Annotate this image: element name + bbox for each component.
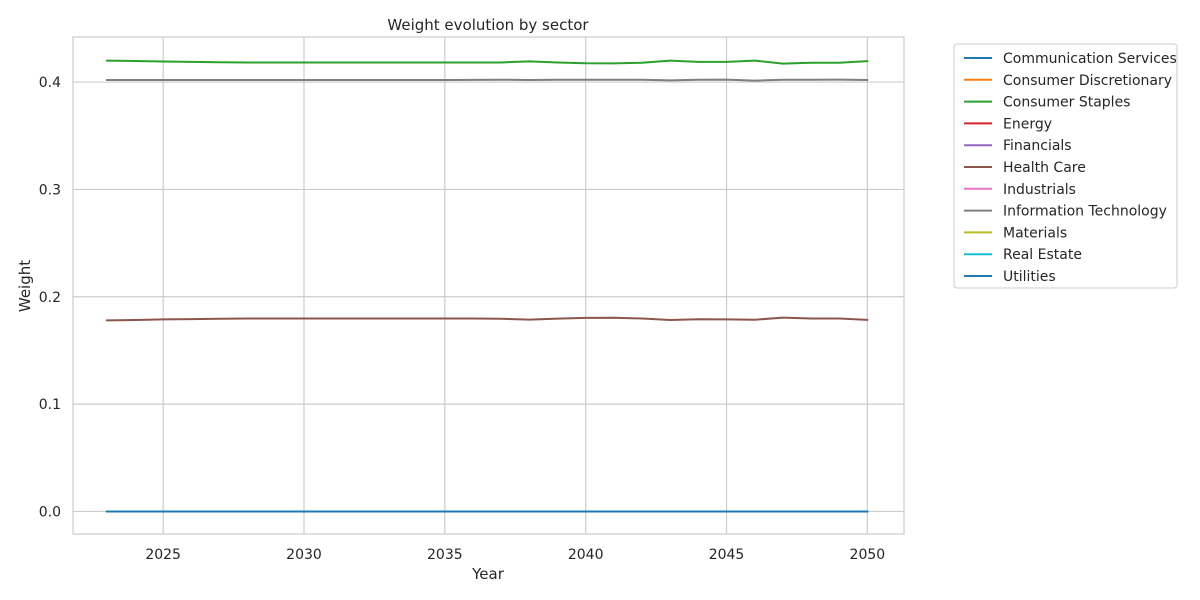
legend-label: Information Technology [1003, 204, 1167, 220]
legend-label: Industrials [1003, 182, 1076, 198]
x-tick-labels: 2025 2030 2035 2040 2045 2050 [145, 547, 885, 563]
x-tick-label: 2030 [286, 547, 322, 563]
y-tick-label: 0.3 [39, 182, 61, 198]
x-tick-label: 2050 [850, 547, 886, 563]
x-tick-label: 2025 [145, 547, 181, 563]
series-line [105, 78, 869, 82]
y-tick-label: 0.1 [39, 397, 61, 413]
legend-label: Consumer Staples [1003, 95, 1130, 111]
y-tick-label: 0.0 [39, 504, 61, 520]
legend: Communication Services Consumer Discretio… [953, 43, 1178, 289]
grid [73, 37, 904, 534]
plot-frame [72, 36, 905, 535]
legend-label: Consumer Discretionary [1003, 73, 1172, 89]
x-tick-label: 2045 [709, 547, 745, 563]
legend-label: Energy [1003, 116, 1052, 132]
x-tick-label: 2035 [427, 547, 463, 563]
legend-label: Health Care [1003, 160, 1086, 176]
y-axis-title: Weight [16, 260, 34, 312]
chart-title: Weight evolution by sector [387, 16, 589, 34]
series-lines [105, 59, 869, 513]
y-tick-label: 0.4 [39, 75, 61, 91]
x-tick-label: 2040 [568, 547, 604, 563]
legend-box [953, 43, 1178, 289]
series-line [105, 59, 869, 65]
y-tick-label: 0.2 [39, 290, 61, 306]
series-line [105, 316, 869, 322]
legend-label: Materials [1003, 225, 1067, 241]
legend-label: Utilities [1003, 269, 1056, 285]
legend-label: Real Estate [1003, 247, 1082, 263]
legend-label: Financials [1003, 138, 1072, 154]
legend-label: Communication Services [1003, 51, 1177, 67]
x-axis-title: Year [471, 565, 505, 583]
y-tick-labels: 0.0 0.1 0.2 0.3 0.4 [39, 75, 61, 520]
